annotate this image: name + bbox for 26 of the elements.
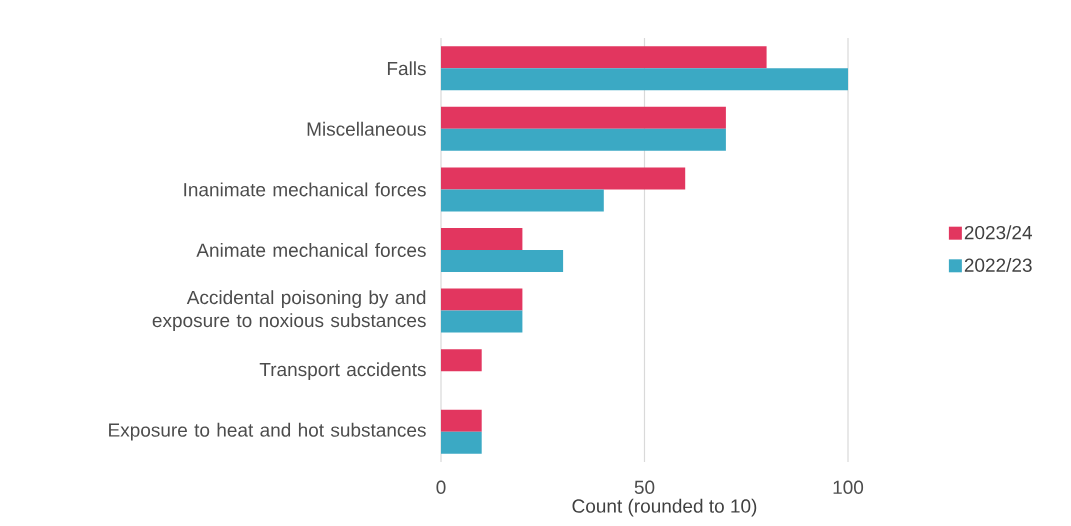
bar xyxy=(441,310,523,333)
y-tick-label: Inanimate mechanical forces xyxy=(184,182,426,197)
bar xyxy=(441,167,686,190)
bar xyxy=(441,106,726,129)
y-tick-label: Exposure to heat and hot substances xyxy=(109,422,426,441)
x-tick-label: 100 xyxy=(833,480,864,494)
bar xyxy=(441,249,564,272)
x-axis-title: Count (rounded to 10) xyxy=(572,498,757,517)
bar xyxy=(441,288,523,311)
bar xyxy=(441,68,848,91)
y-tick-label: Falls xyxy=(387,61,426,76)
bar xyxy=(441,409,482,432)
bar xyxy=(441,128,726,151)
bar xyxy=(441,349,482,372)
legend-label: 2022/23 xyxy=(964,257,1032,272)
bar xyxy=(441,431,482,454)
x-tick-label: 50 xyxy=(634,480,655,494)
bar xyxy=(441,189,604,212)
y-tick-label: Miscellaneous xyxy=(307,121,426,136)
y-tick-label: Accidental poisoning by and exposure to noxious substances xyxy=(152,290,426,331)
x-tick-label: 0 xyxy=(436,480,446,494)
bar xyxy=(441,227,523,250)
y-tick-label: Animate mechanical forces xyxy=(196,243,426,257)
y-tick-label: Transport accidents xyxy=(259,362,426,380)
legend-label: 2023/24 xyxy=(964,225,1032,240)
bar xyxy=(441,46,767,69)
